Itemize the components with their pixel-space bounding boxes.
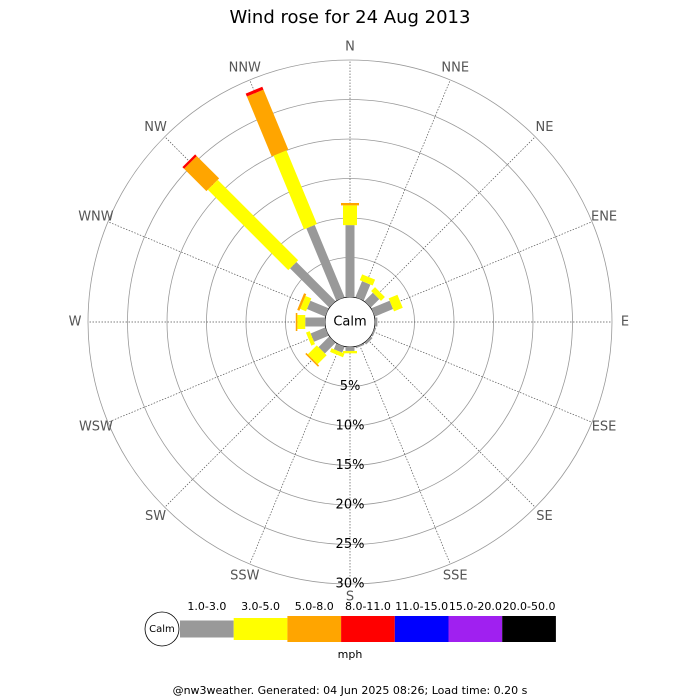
legend-calm-label: Calm — [149, 624, 175, 635]
ring — [127, 99, 573, 545]
ring-label: 5% — [340, 379, 361, 394]
direction-label: NNW — [229, 60, 261, 75]
units-label: mph — [338, 648, 363, 661]
direction-label: NE — [535, 120, 553, 135]
footer: @nw3weather. Generated: 04 Jun 2025 08:2… — [173, 684, 528, 697]
rose-segment — [305, 331, 315, 346]
rose-segment — [371, 327, 377, 337]
direction-label: ENE — [591, 209, 617, 224]
direction-label: SSW — [230, 569, 260, 584]
rose-segment — [371, 287, 385, 301]
direction-label: NNE — [441, 60, 469, 75]
spoke — [107, 331, 328, 423]
ring-label: 10% — [336, 419, 365, 434]
legend-swatch — [180, 620, 234, 638]
calm-label: Calm — [333, 315, 366, 330]
direction-label: N — [345, 40, 355, 55]
rose-segment — [355, 281, 371, 301]
spoke — [367, 339, 536, 508]
rose-segment — [364, 292, 380, 308]
spoke — [372, 221, 593, 313]
rose-segment — [388, 294, 403, 312]
rose-segment — [246, 89, 289, 157]
legend-calm — [144, 611, 180, 647]
legend-swatch — [448, 616, 503, 642]
rose-segment — [182, 154, 197, 169]
chart-title: Wind rose for 24 Aug 2013 — [230, 7, 471, 28]
legend-label: 1.0-3.0 — [187, 600, 226, 613]
ring-label: 25% — [336, 537, 365, 552]
direction-label: WSW — [79, 420, 113, 435]
legend-swatch — [502, 616, 556, 642]
direction-label: E — [621, 315, 629, 330]
rose-segment — [184, 156, 220, 192]
rose-segment — [307, 345, 327, 365]
rose-segment — [355, 343, 365, 349]
spoke — [359, 344, 451, 565]
ring-label: 30% — [336, 577, 365, 592]
ring — [166, 138, 534, 506]
rose-segment — [306, 300, 329, 317]
spoke — [107, 221, 328, 313]
ring-label: 15% — [336, 458, 365, 473]
spoke — [367, 136, 536, 305]
spoke — [372, 331, 593, 423]
rose-segment — [359, 274, 376, 286]
legend-label: 15.0-20.0 — [449, 600, 502, 613]
rose-segment — [245, 86, 264, 97]
rose-segment — [273, 150, 317, 230]
rose-segment — [310, 327, 329, 342]
legend-label: 20.0-50.0 — [503, 600, 556, 613]
rose-segment — [305, 352, 320, 367]
legend-swatch — [287, 616, 342, 642]
ring — [87, 59, 613, 585]
rose-segment — [330, 348, 345, 358]
direction-label: NW — [144, 120, 167, 135]
direction-label: ESE — [592, 420, 617, 435]
legend-swatch — [233, 618, 288, 640]
rose-segment — [306, 224, 345, 301]
legend-label: 8.0-11.0 — [345, 600, 391, 613]
ring-label: 20% — [336, 498, 365, 513]
direction-label: W — [69, 315, 82, 330]
rose-segment — [364, 336, 373, 345]
legend-label: 3.0-5.0 — [241, 600, 280, 613]
rose-segment — [300, 295, 312, 312]
spoke — [164, 339, 333, 508]
rose-segment — [333, 343, 345, 353]
legend-label: 11.0-15.0 — [395, 600, 448, 613]
spoke — [359, 79, 451, 300]
rose-segment — [207, 179, 299, 271]
direction-label: S — [346, 590, 354, 605]
spoke — [249, 344, 341, 565]
rose-segment — [290, 262, 336, 308]
rose-segment — [297, 293, 307, 311]
legend-swatch — [341, 616, 395, 642]
direction-label: SE — [536, 509, 552, 524]
direction-label: WNW — [78, 209, 114, 224]
legend-label: 5.0-8.0 — [295, 600, 334, 613]
legend-swatch — [394, 616, 449, 642]
rose-segment — [318, 336, 336, 354]
direction-label: SW — [145, 509, 166, 524]
direction-label: SSE — [443, 569, 468, 584]
rose-segment — [371, 300, 394, 317]
